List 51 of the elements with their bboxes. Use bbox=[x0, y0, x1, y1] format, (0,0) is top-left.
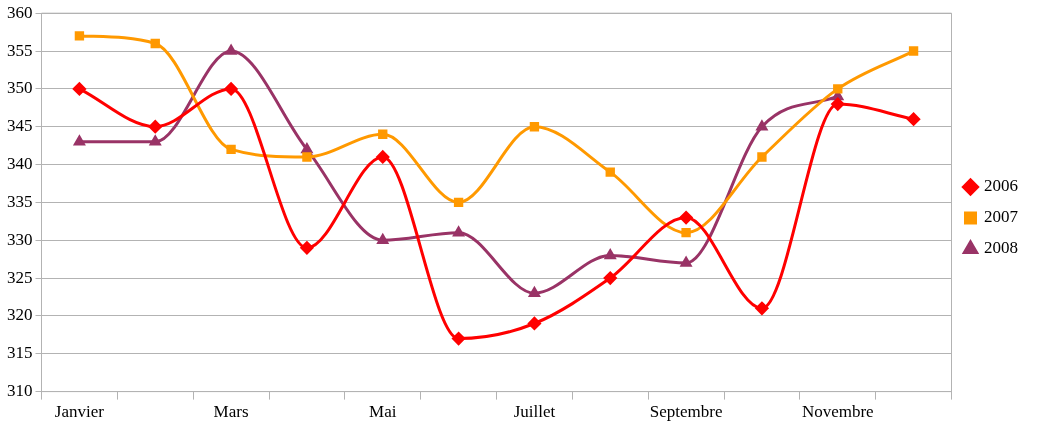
point bbox=[679, 211, 693, 225]
point bbox=[74, 135, 85, 146]
x-tick-label: Juillet bbox=[513, 402, 556, 422]
point bbox=[74, 31, 85, 41]
point bbox=[757, 152, 767, 162]
point bbox=[301, 143, 313, 154]
point bbox=[529, 122, 540, 132]
point bbox=[149, 135, 161, 146]
y-tick-label: 345 bbox=[7, 116, 33, 136]
point bbox=[605, 167, 615, 177]
point bbox=[833, 84, 843, 94]
point bbox=[452, 332, 466, 346]
point bbox=[226, 144, 236, 155]
y-tick-label: 335 bbox=[7, 191, 33, 211]
x-tick-label: Mai bbox=[369, 402, 397, 422]
y-tick-label: 320 bbox=[7, 305, 33, 325]
y-tick-label: 310 bbox=[7, 381, 33, 401]
point bbox=[378, 129, 388, 139]
point bbox=[300, 241, 314, 255]
point bbox=[603, 271, 617, 285]
point bbox=[72, 82, 86, 96]
point bbox=[681, 227, 691, 238]
point bbox=[302, 152, 312, 162]
x-tick-label: Mars bbox=[213, 402, 249, 422]
point bbox=[907, 112, 921, 126]
point bbox=[527, 316, 541, 330]
y-tick-label: 350 bbox=[7, 78, 33, 98]
point bbox=[680, 256, 692, 267]
y-tick-label: 325 bbox=[7, 267, 33, 287]
y-tick-label: 355 bbox=[7, 40, 33, 60]
x-tick-label: Janvier bbox=[54, 402, 105, 422]
point bbox=[908, 46, 919, 56]
point bbox=[756, 120, 768, 131]
point bbox=[453, 197, 464, 208]
legend-label: 2007 bbox=[984, 207, 1019, 227]
point bbox=[755, 301, 769, 315]
y-tick-label: 340 bbox=[7, 154, 33, 174]
point bbox=[150, 38, 160, 49]
point bbox=[604, 249, 616, 260]
x-tick-label: Septembre bbox=[649, 402, 723, 422]
x-tick-label: Novembre bbox=[801, 402, 874, 422]
legend-label: 2006 bbox=[984, 176, 1018, 196]
point bbox=[224, 82, 238, 96]
y-tick-label: 360 bbox=[7, 2, 33, 22]
point bbox=[831, 97, 845, 111]
point bbox=[453, 226, 464, 237]
point bbox=[148, 120, 162, 134]
y-tick-label: 330 bbox=[7, 229, 33, 249]
point bbox=[376, 150, 390, 164]
y-tick-label: 315 bbox=[7, 343, 33, 363]
legend-label: 2008 bbox=[984, 238, 1018, 258]
